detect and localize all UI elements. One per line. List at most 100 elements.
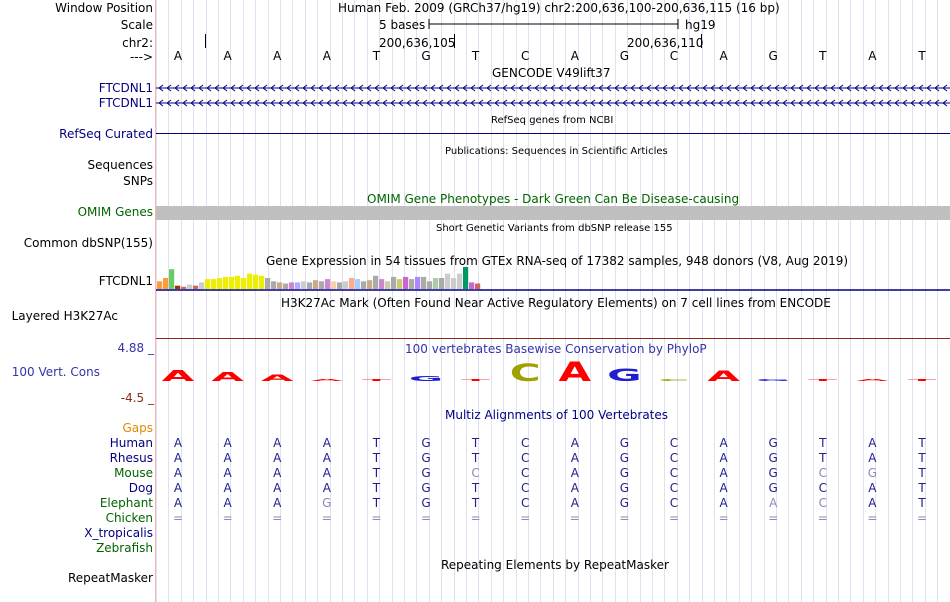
grid-line [528,0,529,602]
strand-arrow [326,99,332,107]
strand-arrow [398,84,404,92]
alignment-base: T [471,481,480,495]
publications-title: Publications: Sequences in Scientific Ar… [445,146,668,157]
alignment-base: T [918,496,926,510]
gtex-bar [247,273,253,289]
strand-arrow [894,84,900,92]
alignment-base: C [520,496,530,510]
gtex-chart[interactable] [156,266,950,292]
strand-arrow [406,84,412,92]
strand-arrow [470,84,476,92]
h3k27ac-line[interactable] [156,338,950,339]
alignment-base: T [372,481,381,495]
dbsnp-label[interactable]: Common dbSNP(155) [23,236,153,250]
gaps-label[interactable]: Gaps [122,421,153,435]
species-label[interactable]: X_tropicalis [84,526,153,540]
strand-arrow [894,99,900,107]
strand-arrow [166,99,172,107]
species-label[interactable]: Human [109,436,153,450]
strand-arrow [678,84,684,92]
h3k27ac-label[interactable]: Layered H3K27Ac [11,309,118,323]
refseq-line[interactable] [156,133,950,134]
alignment-base: T [372,466,381,480]
refseq-label[interactable]: RefSeq Curated [59,127,153,141]
species-label[interactable]: Rhesus [109,451,153,465]
strand-arrow [558,84,564,92]
strand-arrow [470,99,476,107]
grid-line [354,0,356,602]
species-label[interactable]: Chicken [105,511,153,525]
sequences-label[interactable]: Sequences [87,158,153,172]
alignment-base: = [172,511,184,525]
strand-arrow [790,99,796,107]
strand-arrow [430,99,436,107]
grid-line [304,0,306,602]
cons-label[interactable]: 100 Vert. Cons [11,365,100,379]
species-label[interactable]: Mouse [114,466,153,480]
strand-arrow [878,84,884,92]
strand-arrow [350,99,356,107]
omim-label[interactable]: OMIM Genes [77,205,153,219]
strand-arrow [310,99,316,107]
strand-arrow [502,84,508,92]
grid-line [280,0,281,602]
strand-arrow [814,84,820,92]
strand-arrow [278,99,284,107]
scale-assembly: hg19 [685,18,716,32]
strand-arrow [462,84,468,92]
species-label[interactable]: Dog [128,481,153,495]
strand-arrow [862,99,868,107]
species-label[interactable]: Zebrafish [96,541,153,555]
grid-line [776,0,777,602]
gtex-bar [163,278,169,289]
alignment-base: = [420,511,432,525]
alignment-base: G [768,436,778,450]
grid-line [800,0,802,602]
alignment-base: A [173,496,183,510]
base-letter: T [918,49,926,63]
strand-arrow [734,84,740,92]
grid-line [738,0,740,602]
gene2-label[interactable]: FTCDNL1 [98,96,153,110]
alignment-base: A [868,481,877,495]
strand-arrow [198,84,204,92]
grid-line [156,0,157,602]
dbsnp-title: Short Genetic Variants from dbSNP releas… [436,223,673,234]
strand-arrow [598,99,604,107]
omim-bar[interactable] [156,206,950,220]
strand-arrow [286,99,292,107]
gtex-bar [439,278,445,289]
alignment-base: = [272,511,283,525]
grid-line [267,0,269,602]
gtex-bar [355,279,361,289]
gtex-label[interactable]: FTCDNL1 [98,274,153,288]
strand-arrow [206,84,212,92]
alignment-base: C [669,451,679,465]
strand-arrow [422,84,428,92]
alignment-base: A [719,481,728,495]
alignment-base: A [322,466,331,480]
gene1-label[interactable]: FTCDNL1 [98,81,153,95]
strand-arrow [246,99,252,107]
strand-arrow [846,99,852,107]
grid-line [788,0,790,602]
strand-arrow [614,84,620,92]
scale-bar [428,19,679,29]
grid-line [614,0,616,602]
coord-label-2: 200,636,110 [627,36,704,50]
grid-line [466,0,467,602]
alignment-base: A [570,496,579,510]
alignment-base: C [669,496,679,510]
alignment-base: T [471,451,480,465]
strand-arrow [238,84,244,92]
strand-arrow [806,84,812,92]
gene-arrows[interactable] [156,82,950,110]
repeatmasker-label[interactable]: RepeatMasker [67,571,153,585]
alignment-base: = [619,511,630,525]
snps-label[interactable]: SNPs [123,174,153,188]
grid-line [478,0,480,602]
strand-arrow [214,99,220,107]
strand-arrow [814,99,820,107]
species-label[interactable]: Elephant [99,496,153,510]
